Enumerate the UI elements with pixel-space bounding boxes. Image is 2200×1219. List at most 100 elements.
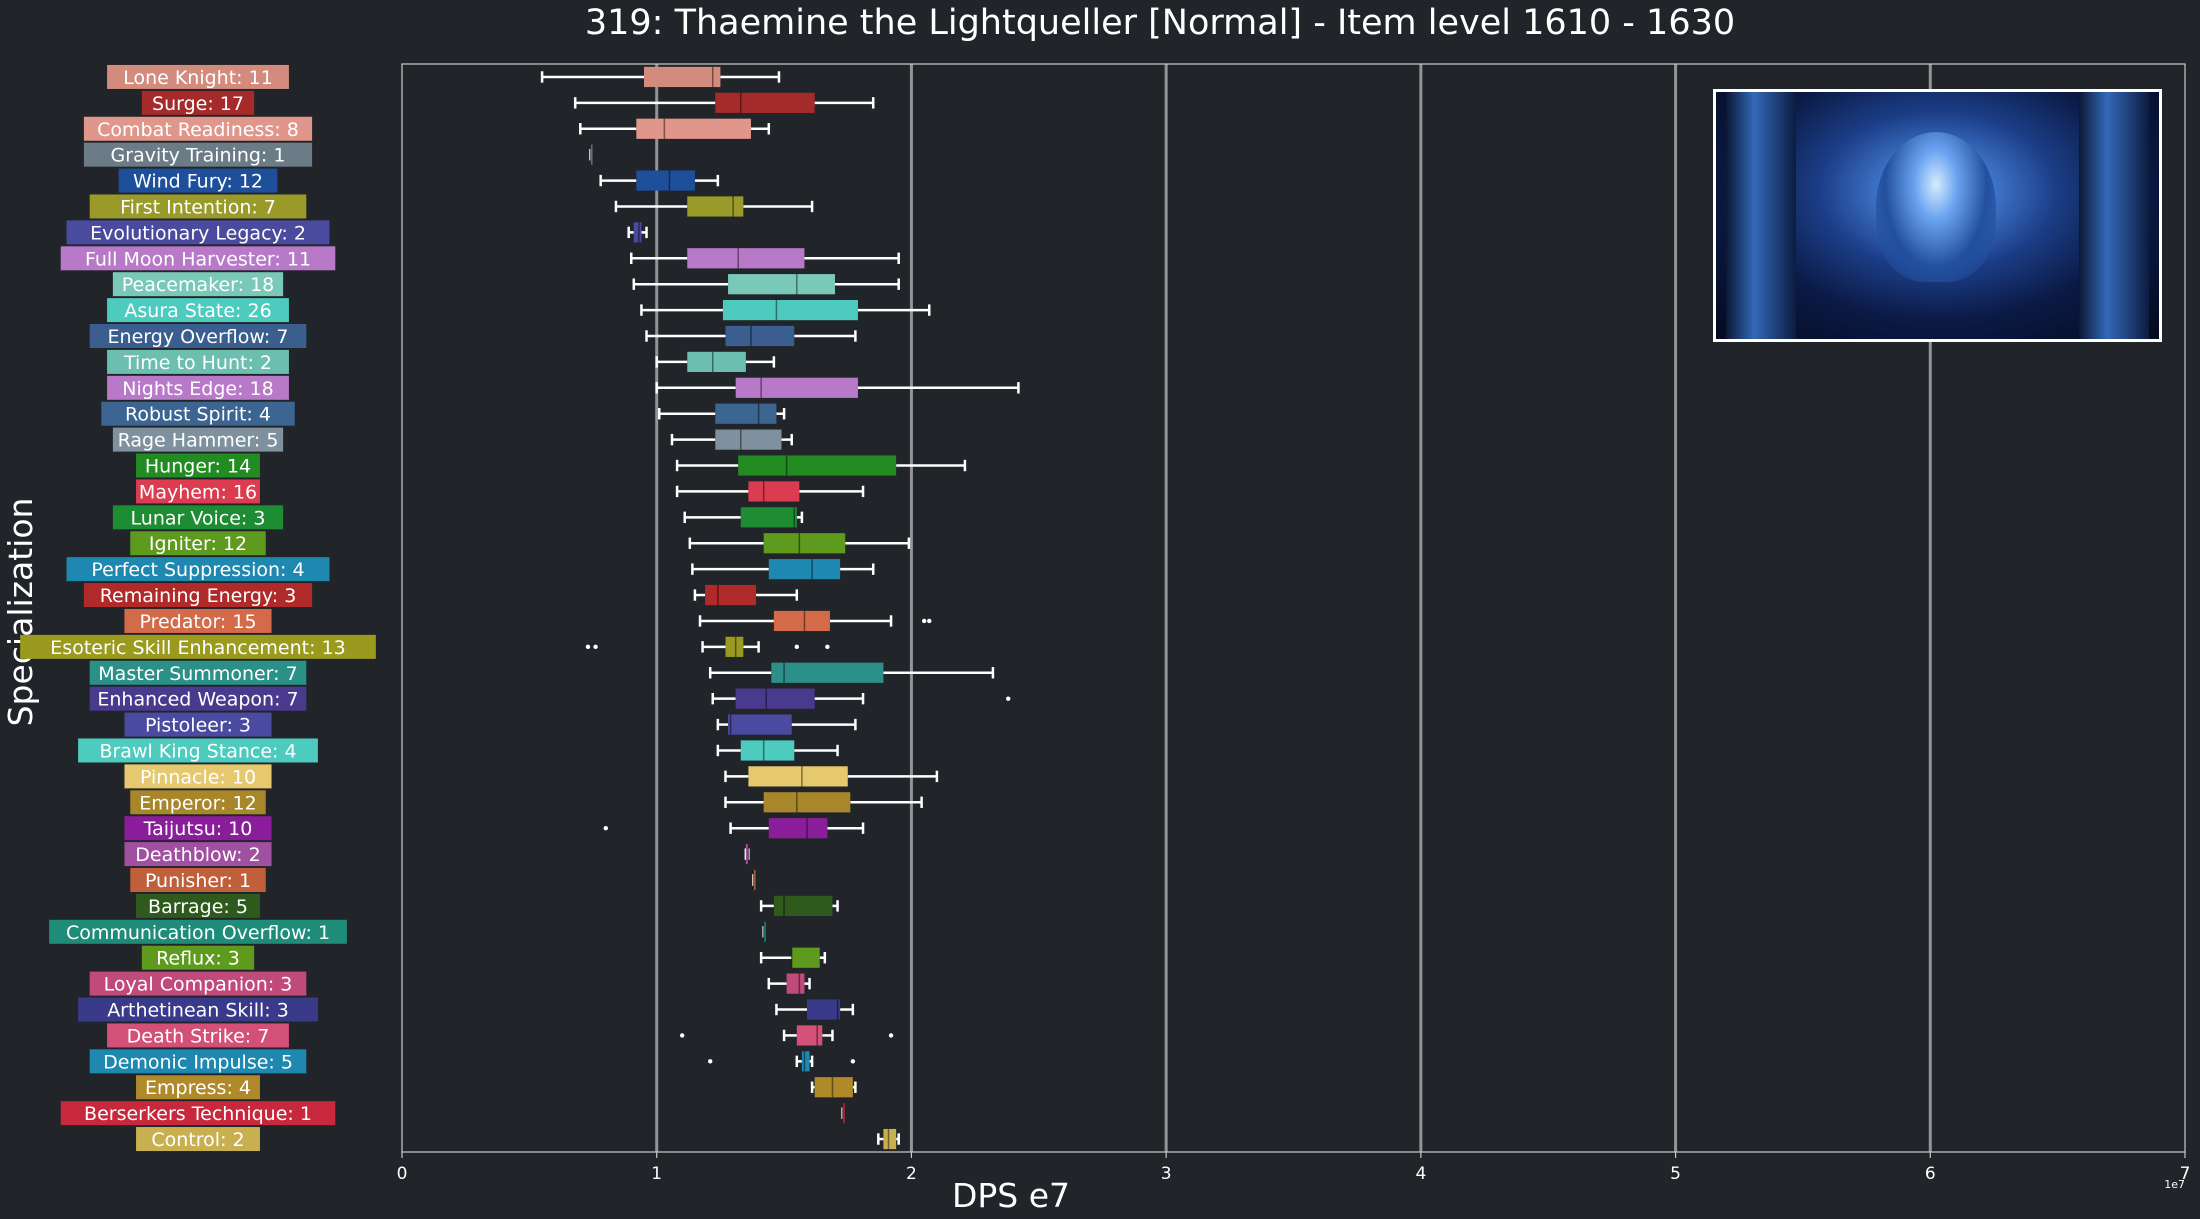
spec-label: Nights Edge: 18 [122, 378, 273, 400]
box [786, 973, 805, 994]
box-group [759, 947, 827, 968]
box-group [675, 481, 865, 502]
spec-label: Arthetinean Skill: 3 [107, 1000, 289, 1022]
spec-label: Mayhem: 16 [139, 481, 257, 503]
spec-label-bg [83, 583, 313, 608]
box [768, 818, 828, 839]
x-tick-label: 7 [2180, 1164, 2191, 1184]
spec-label-bg [136, 453, 260, 478]
spec-label-bg [112, 427, 284, 452]
box-group [579, 118, 771, 139]
box-group [688, 533, 911, 554]
spec-label-bg [89, 324, 307, 348]
spec-label-bg [130, 868, 266, 892]
spec-label-bg [107, 349, 289, 374]
spec-label-bg [136, 1075, 260, 1100]
spec-label: Emperor: 12 [139, 792, 256, 814]
box [715, 429, 782, 450]
spec-label-bg [141, 945, 255, 970]
box [745, 843, 749, 865]
outlier-point [679, 1033, 685, 1038]
box [725, 636, 744, 657]
spec-label: Remaining Energy: 3 [100, 585, 297, 607]
spec-label-bg [130, 790, 266, 815]
box-group [698, 610, 932, 632]
box [643, 66, 721, 88]
plot-frame [401, 63, 2186, 1153]
spec-label: Time to Hunt: 2 [123, 352, 272, 374]
box [883, 1128, 897, 1150]
spec-label: Control: 2 [151, 1129, 244, 1151]
spec-label-bg [112, 272, 284, 297]
box [728, 714, 792, 735]
spec-label-bg [124, 712, 272, 737]
box-group [691, 559, 875, 580]
box-group [540, 66, 781, 88]
outlier-point [850, 1059, 856, 1064]
box [814, 1077, 853, 1098]
x-tick-label: 2 [906, 1164, 917, 1184]
box-group [585, 636, 830, 657]
spec-label: Gravity Training: 1 [111, 145, 286, 167]
box-group [752, 869, 756, 891]
box [771, 662, 884, 683]
box-group [724, 792, 923, 813]
spec-label-bg [66, 220, 330, 245]
box-group [708, 1051, 856, 1072]
spec-label: Master Summoner: 7 [98, 663, 297, 685]
box-group [670, 429, 793, 450]
portrait-pillar-right [2079, 92, 2149, 339]
box-group [716, 714, 857, 735]
spec-label-bg [101, 401, 295, 426]
box [636, 118, 751, 139]
spec-label-bg [136, 893, 260, 918]
spec-label: Brawl King Stance: 4 [99, 740, 296, 762]
box [740, 740, 795, 761]
spec-label: Demonic Impulse: 5 [103, 1051, 293, 1073]
x-ticks: 0 1 2 3 4 5 6 7 [397, 1152, 2191, 1184]
box-group [762, 921, 766, 942]
x-tick-label: 6 [1925, 1164, 1936, 1184]
spec-label: Esoteric Skill Enhancement: 13 [50, 637, 345, 659]
spec-label: Empress: 4 [145, 1077, 251, 1099]
spec-label: Full Moon Harvester: 11 [85, 248, 311, 270]
spec-label-bg [78, 997, 318, 1022]
box-group [675, 455, 967, 476]
spec-label-bg [118, 168, 278, 193]
outlier-point [1006, 696, 1011, 701]
spec-label-bg [89, 660, 307, 685]
portrait-pillar-left [1726, 92, 1796, 339]
x-tick-label: 5 [1670, 1164, 1681, 1184]
portrait-figure [1876, 132, 1996, 282]
box-group [711, 688, 1011, 709]
spec-label-bg [136, 1127, 260, 1152]
box-group [716, 740, 839, 761]
box [687, 351, 746, 373]
box [722, 299, 858, 321]
box-group [603, 818, 865, 839]
spec-label: Death Strike: 7 [127, 1025, 270, 1047]
box [705, 584, 757, 606]
box [763, 533, 846, 554]
spec-label-bg [66, 557, 330, 582]
spec-label: Reflux: 3 [156, 948, 240, 970]
box [773, 895, 833, 917]
outlier-point [825, 644, 830, 650]
outlier-point [603, 825, 608, 831]
box-group [573, 92, 875, 113]
x-tick-label: 3 [1161, 1164, 1172, 1184]
spec-label: Lone Knight: 11 [123, 67, 273, 89]
outlier-point [794, 644, 800, 650]
box-group [775, 999, 855, 1020]
box [715, 92, 815, 113]
box [735, 688, 815, 709]
box [773, 610, 830, 632]
box [768, 559, 841, 580]
outlier-point [927, 618, 932, 624]
spec-label-bg [83, 116, 313, 141]
spec-label: Igniter: 12 [149, 533, 247, 555]
box-group [693, 584, 799, 606]
spec-label: Robust Spirit: 4 [125, 404, 271, 426]
boss-portrait-image [1713, 89, 2162, 342]
box-group [627, 222, 648, 243]
